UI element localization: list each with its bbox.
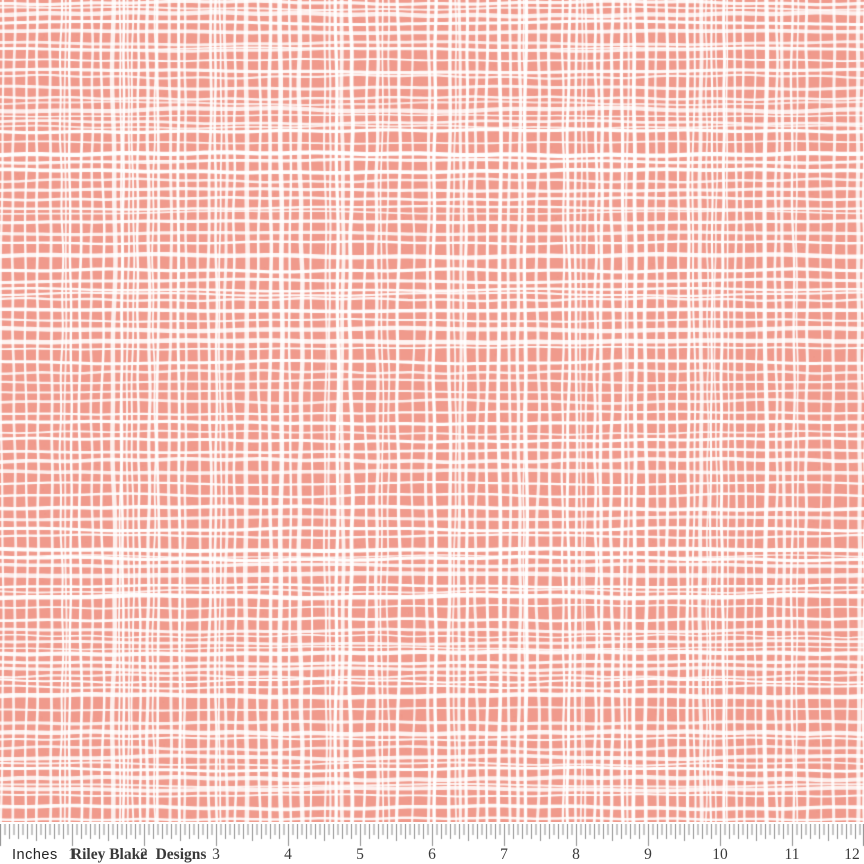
ruler-number-4: 4 bbox=[284, 845, 292, 863]
brand-text-designs: Designs bbox=[155, 845, 207, 863]
ruler-number-1: 1 bbox=[68, 845, 76, 863]
ruler-number-11: 11 bbox=[784, 845, 800, 863]
ruler-number-2: 2 bbox=[140, 845, 148, 863]
ruler-number-6: 6 bbox=[428, 845, 436, 863]
ruler-number-9: 9 bbox=[644, 845, 652, 863]
ruler-number-3: 3 bbox=[212, 845, 220, 863]
ruler-number-8: 8 bbox=[572, 845, 580, 863]
ruler-ticks bbox=[0, 824, 864, 850]
ruler-number-5: 5 bbox=[356, 845, 364, 863]
ruler-number-7: 7 bbox=[500, 845, 508, 863]
fabric-pattern bbox=[0, 0, 864, 822]
ruler-number-10: 10 bbox=[712, 845, 728, 863]
ruler-number-12: 12 bbox=[844, 845, 860, 863]
ruler-unit-label: Inches bbox=[12, 846, 58, 863]
selvage-ruler: Inches 1 2 3 4 5 6 7 8 9 10 11 12 Riley … bbox=[0, 822, 864, 864]
brand-text-riley-blake: Riley Blake bbox=[70, 845, 148, 863]
